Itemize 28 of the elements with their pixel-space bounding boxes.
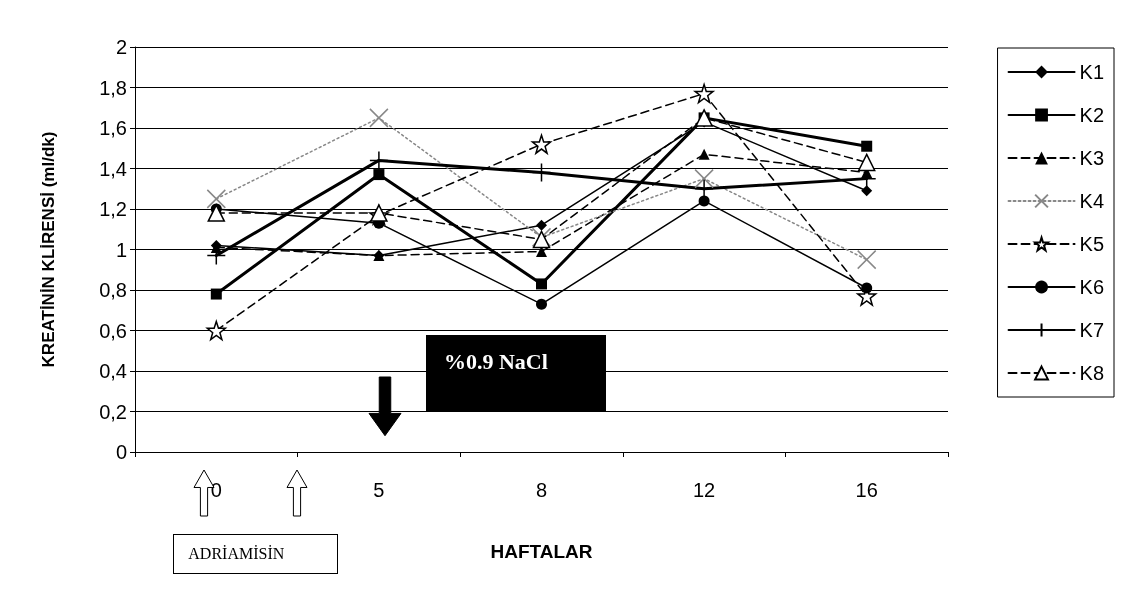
x-tick-label: 5 [373,479,385,501]
legend-label: K2 [1079,104,1105,126]
x-tick-label: 8 [535,479,548,501]
x-axis-title: HAFTALAR [490,541,593,562]
text: ADRİAMİSİN [173,534,339,574]
legend-label: K4 [1079,190,1105,212]
y-tick-label: 1,2 [99,198,127,220]
legend-label: K6 [1079,276,1105,298]
legend-label: K3 [1079,147,1105,169]
x-tick-label: 12 [692,479,716,501]
y-tick-label: 1,8 [99,76,127,99]
y-tick-label: 0 [115,441,127,463]
y-tick-label: 0,8 [99,279,127,301]
y-tick-label: 0,2 [99,400,127,423]
legend-label: K8 [1079,362,1105,384]
y-tick-label: 2 [115,36,127,58]
annotation: %0.9 NaCl [443,348,548,375]
y-tick-label: 1,6 [99,117,127,139]
x-tick-label: 16 [855,479,878,501]
legend-label: K1 [1079,61,1105,83]
y-tick-label: 1,4 [99,157,127,180]
y-tick-label: 1 [115,238,127,261]
y-axis-title: KREATİNİN KLİRENSİ (ml/dk) [39,131,58,368]
x-tick-label: 0 [210,479,222,501]
legend-label: K7 [1079,319,1105,341]
y-tick-label: 0,6 [99,319,127,342]
y-tick-label: 0,4 [99,360,127,382]
legend-label: K5 [1079,233,1105,255]
